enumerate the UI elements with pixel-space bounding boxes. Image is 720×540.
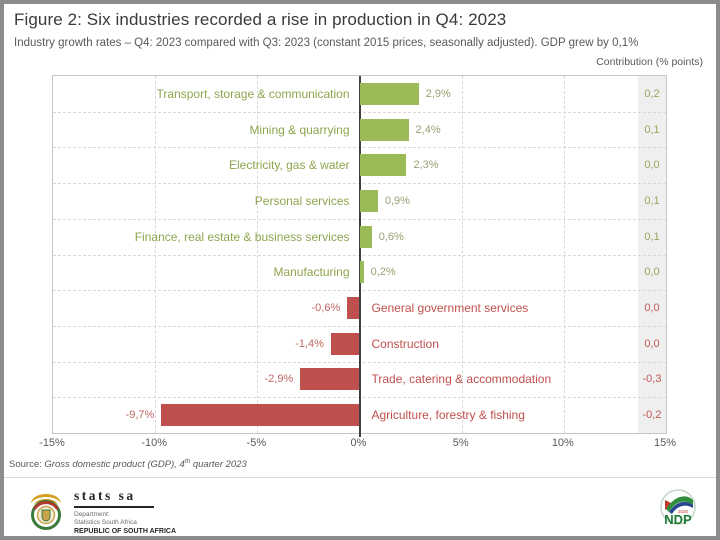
- stats-sa-logo-block: stats sa Department: Statistics South Af…: [26, 486, 176, 536]
- category-label: General government services: [371, 301, 529, 316]
- stats-sa-rule: [74, 506, 154, 508]
- contribution-value: 0,1: [644, 194, 660, 207]
- category-label: Electricity, gas & water: [229, 158, 350, 173]
- value-label: 0,2%: [370, 266, 396, 279]
- zero-axis-line: [358, 76, 361, 437]
- x-axis-tick-label: 10%: [551, 437, 574, 449]
- bar-positive: [359, 118, 409, 141]
- category-label: Personal services: [254, 193, 350, 208]
- stats-sa-org: Statistics South Africa: [74, 518, 137, 526]
- bar-negative: [330, 332, 360, 355]
- coat-of-arms-icon: [26, 486, 66, 536]
- bar-negative: [347, 297, 360, 320]
- figure-subtitle: Industry growth rates – Q4: 2023 compare…: [14, 37, 639, 49]
- stats-sa-country: REPUBLIC OF SOUTH AFRICA: [74, 528, 177, 535]
- contribution-value: 0,2: [644, 87, 660, 100]
- value-label: -1,4%: [295, 337, 324, 350]
- x-axis: -15% -10% -5% 0% 5% 10% 15%: [39, 437, 676, 453]
- stats-sa-text-block: stats sa Department: Statistics South Af…: [74, 486, 176, 536]
- ndp-year-text: 2030: [678, 509, 689, 514]
- x-axis-tick-label: 5%: [452, 437, 469, 449]
- x-axis-tick-label: -15%: [39, 437, 65, 449]
- contribution-value: 0,1: [644, 230, 660, 243]
- category-label: Construction: [371, 336, 439, 351]
- category-label: Agriculture, forestry & fishing: [371, 408, 525, 423]
- contribution-value: 0,1: [644, 123, 660, 136]
- bar-positive: [359, 189, 378, 212]
- contribution-value: 0,0: [644, 159, 660, 172]
- source-text-end: quarter 2023: [190, 459, 247, 471]
- contribution-value: 0,0: [644, 337, 660, 350]
- value-label: 2,9%: [425, 87, 451, 100]
- category-label: Manufacturing: [273, 265, 350, 280]
- category-label: Trade, catering & accommodation: [371, 372, 552, 387]
- bar-negative: [300, 368, 360, 391]
- category-label: Mining & quarrying: [249, 122, 350, 137]
- value-label: -0,6%: [311, 302, 341, 315]
- stats-sa-wordmark: stats sa: [74, 488, 136, 503]
- figure-title: Figure 2: Six industries recorded a rise…: [14, 10, 507, 29]
- ndp-logo-icon: 2030 NDP: [656, 486, 700, 532]
- contribution-value: -0,2: [642, 409, 662, 422]
- bar-positive: [359, 154, 407, 177]
- value-label: 2,3%: [413, 159, 439, 172]
- contribution-value: -0,3: [642, 373, 662, 386]
- source-text: Gross domestic product (GDP), 4: [44, 459, 185, 471]
- x-axis-tick-label: 0%: [350, 437, 367, 449]
- value-label: 0,9%: [384, 194, 410, 207]
- x-axis-tick-label: 15%: [653, 437, 677, 449]
- category-label: Transport, storage & communication: [156, 86, 350, 101]
- contribution-value: 0,0: [644, 302, 660, 315]
- bar-positive: [359, 225, 372, 248]
- value-label: -2,9%: [264, 373, 294, 386]
- bar-negative: [161, 404, 360, 427]
- source-superscript: th: [184, 458, 191, 465]
- plot-area: Transport, storage & communication 2,9% 0,…: [52, 75, 667, 437]
- bar-positive: [359, 82, 419, 105]
- stats-sa-department: Department:: [74, 511, 110, 518]
- source-prefix: Source:: [9, 459, 45, 471]
- figure-frame: Figure 2: Six industries recorded a rise…: [4, 4, 716, 536]
- contribution-column-header: Contribution (% points): [596, 56, 703, 68]
- bar-positive: [359, 261, 364, 284]
- value-label: -9,7%: [125, 409, 155, 422]
- category-label: Finance, real estate & business services: [134, 229, 350, 244]
- value-label: 0,6%: [378, 230, 404, 243]
- value-label: 2,4%: [415, 123, 441, 136]
- x-axis-tick-label: -10%: [141, 437, 167, 449]
- contribution-value: 0,0: [644, 266, 660, 279]
- source-note: Source: Gross domestic product (GDP), 4t…: [9, 458, 247, 470]
- x-axis-tick-label: -5%: [246, 437, 267, 449]
- ndp-label-text: NDP: [664, 512, 692, 527]
- footer-divider: [4, 477, 716, 478]
